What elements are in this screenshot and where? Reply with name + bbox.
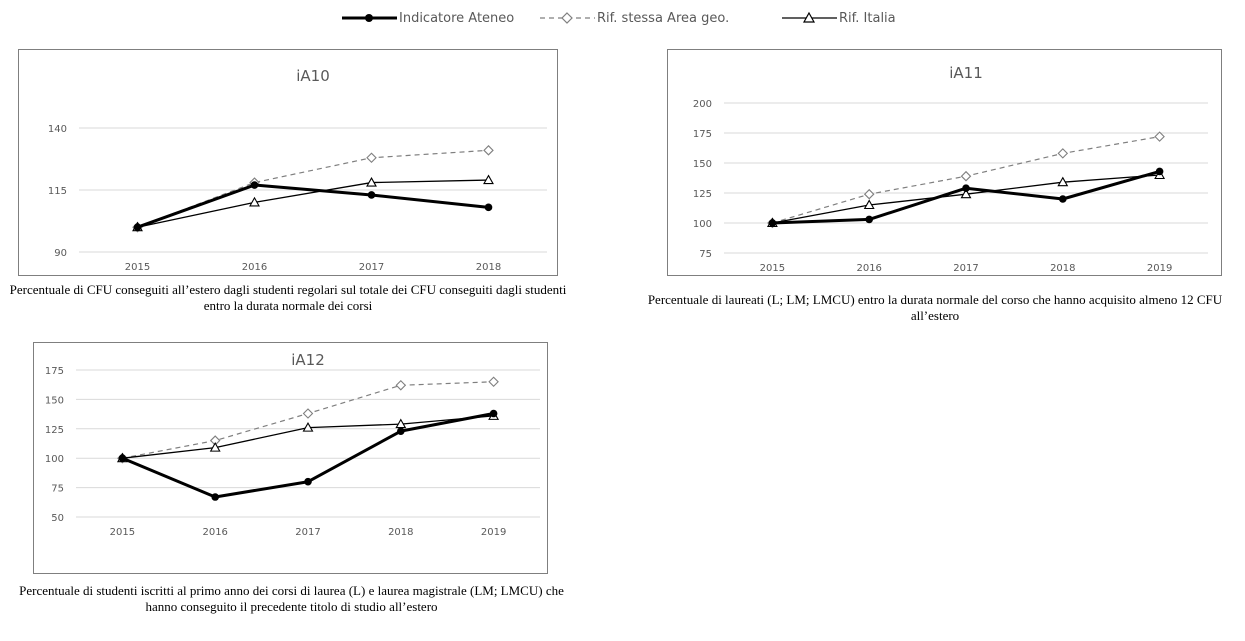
ia11-ytick-label: 125 xyxy=(693,189,712,200)
ia11-ytick-label: 175 xyxy=(693,129,712,140)
ia10-xtick-label: 2016 xyxy=(242,262,267,273)
chart-ia10-plot: iA10 90 115 140 2015 2016 2017 2018 xyxy=(48,67,547,273)
ia10-series-line-ateneo xyxy=(136,183,489,229)
chart-ia11-plot: iA11 75 100 125 150 175 200 2015 2016 2017 2018 201… xyxy=(693,64,1208,274)
caption-ia10: Percentuale di CFU conseguiti all’estero… xyxy=(9,282,567,313)
ia10-xtick-label: 2015 xyxy=(125,262,150,273)
ia11-point-ateneo xyxy=(768,219,777,227)
ia11-ytick-label: 100 xyxy=(693,219,712,230)
ia11-point-italia xyxy=(863,199,875,210)
ia12-xtick-label: 2015 xyxy=(110,527,135,538)
legend-swatch-ateneo xyxy=(342,14,397,22)
ia12-ytick-label: 150 xyxy=(45,395,64,406)
ia12-point-italia xyxy=(209,441,221,452)
ia12-ytick-label: 175 xyxy=(45,366,64,377)
ia12-xtick-label: 2017 xyxy=(295,527,320,538)
ia10-point-area xyxy=(483,145,494,156)
chart-ia12-plot: iA12 50 75 100 125 150 175 2015 2016 2017 2018 2019 xyxy=(45,351,540,538)
ia10-ytick-label: 90 xyxy=(54,248,67,259)
ia12-point-ateneo xyxy=(304,477,312,486)
ia10-point-ateneo xyxy=(133,223,142,231)
chart-ia10: iA10 90 115 140 2015 2016 2017 2018 xyxy=(18,49,558,276)
ia12-xtick-label: 2018 xyxy=(388,527,413,538)
ia11-xtick-label: 2016 xyxy=(856,263,881,274)
ia12-xtick-label: 2016 xyxy=(202,527,227,538)
ia10-point-italia xyxy=(483,174,494,185)
ia11-ytick-label: 75 xyxy=(699,249,712,260)
ia10-point-ateneo xyxy=(250,181,259,189)
ia10-xtick-label: 2017 xyxy=(359,262,384,273)
ia12-series-line-area xyxy=(122,381,494,459)
ia11-point-ateneo xyxy=(1059,195,1067,203)
legend-item-italia: Rif. Italia xyxy=(782,8,896,28)
ia11-point-ateneo xyxy=(1155,167,1164,176)
ia12-point-area xyxy=(488,376,499,388)
ia11-point-italia xyxy=(1057,176,1069,187)
ia10-ytick-label: 140 xyxy=(48,124,67,135)
ia10-title: iA10 xyxy=(296,67,330,85)
ia11-ytick-label: 200 xyxy=(693,99,712,110)
ia12-title: iA12 xyxy=(291,351,325,369)
legend-label-ateneo: Indicatore Ateneo xyxy=(399,10,515,26)
ia11-point-italia xyxy=(960,188,972,199)
caption-ia12: Percentuale di studenti iscritti al prim… xyxy=(19,583,564,614)
ia12-point-area xyxy=(395,380,407,391)
chart-legend: Indicatore Ateneo Rif. stessa Area geo. … xyxy=(0,0,1245,34)
ia10-point-italia xyxy=(366,176,377,187)
ia11-point-area xyxy=(960,170,972,182)
legend-item-area: Rif. stessa Area geo. xyxy=(540,8,729,28)
ia11-xtick-label: 2018 xyxy=(1050,263,1075,274)
ia12-point-italia xyxy=(302,422,314,432)
ia11-point-ateneo xyxy=(962,184,970,192)
ia12-ytick-label: 50 xyxy=(51,513,64,524)
legend-label-area: Rif. stessa Area geo. xyxy=(597,10,730,26)
ia12-point-ateneo xyxy=(489,409,498,418)
ia10-point-italia xyxy=(249,196,260,207)
ia11-title: iA11 xyxy=(949,64,983,82)
ia11-series-line-italia xyxy=(772,174,1160,224)
chart-ia11: iA11 75 100 125 150 175 200 2015 2016 2017 2018 201… xyxy=(667,49,1222,276)
ia12-point-ateneo xyxy=(118,454,127,462)
ia10-point-ateneo xyxy=(367,191,376,199)
ia12-xtick-label: 2019 xyxy=(481,527,506,538)
legend-swatch-italia xyxy=(782,11,837,23)
ia10-ytick-label: 115 xyxy=(48,186,67,197)
caption-ia11: Percentuale di laureati (L; LM; LMCU) en… xyxy=(647,292,1223,323)
ia10-point-area xyxy=(366,152,377,164)
ia10-xtick-label: 2018 xyxy=(476,262,501,273)
chart-ia12: iA12 50 75 100 125 150 175 2015 2016 2017 2018 2019 xyxy=(33,342,548,574)
ia11-point-area xyxy=(1057,148,1069,159)
legend-swatch-area xyxy=(540,12,595,24)
ia10-series-line-italia xyxy=(137,179,489,228)
ia12-ytick-label: 100 xyxy=(45,454,64,465)
ia11-point-ateneo xyxy=(865,215,873,224)
ia12-ytick-label: 125 xyxy=(45,425,64,436)
ia12-point-ateneo xyxy=(211,493,219,501)
ia11-xtick-label: 2019 xyxy=(1147,263,1172,274)
ia12-ytick-label: 75 xyxy=(51,484,64,495)
ia12-point-ateneo xyxy=(397,427,405,435)
ia11-xtick-label: 2015 xyxy=(760,263,785,274)
legend-item-ateneo: Indicatore Ateneo xyxy=(342,8,514,28)
ia11-ytick-label: 150 xyxy=(693,159,712,170)
ia11-xtick-label: 2017 xyxy=(953,263,978,274)
legend-label-italia: Rif. Italia xyxy=(839,10,896,26)
ia11-point-area xyxy=(1154,131,1165,142)
ia12-point-area xyxy=(302,408,314,419)
ia11-point-area xyxy=(863,188,875,200)
ia10-point-ateneo xyxy=(484,203,493,212)
